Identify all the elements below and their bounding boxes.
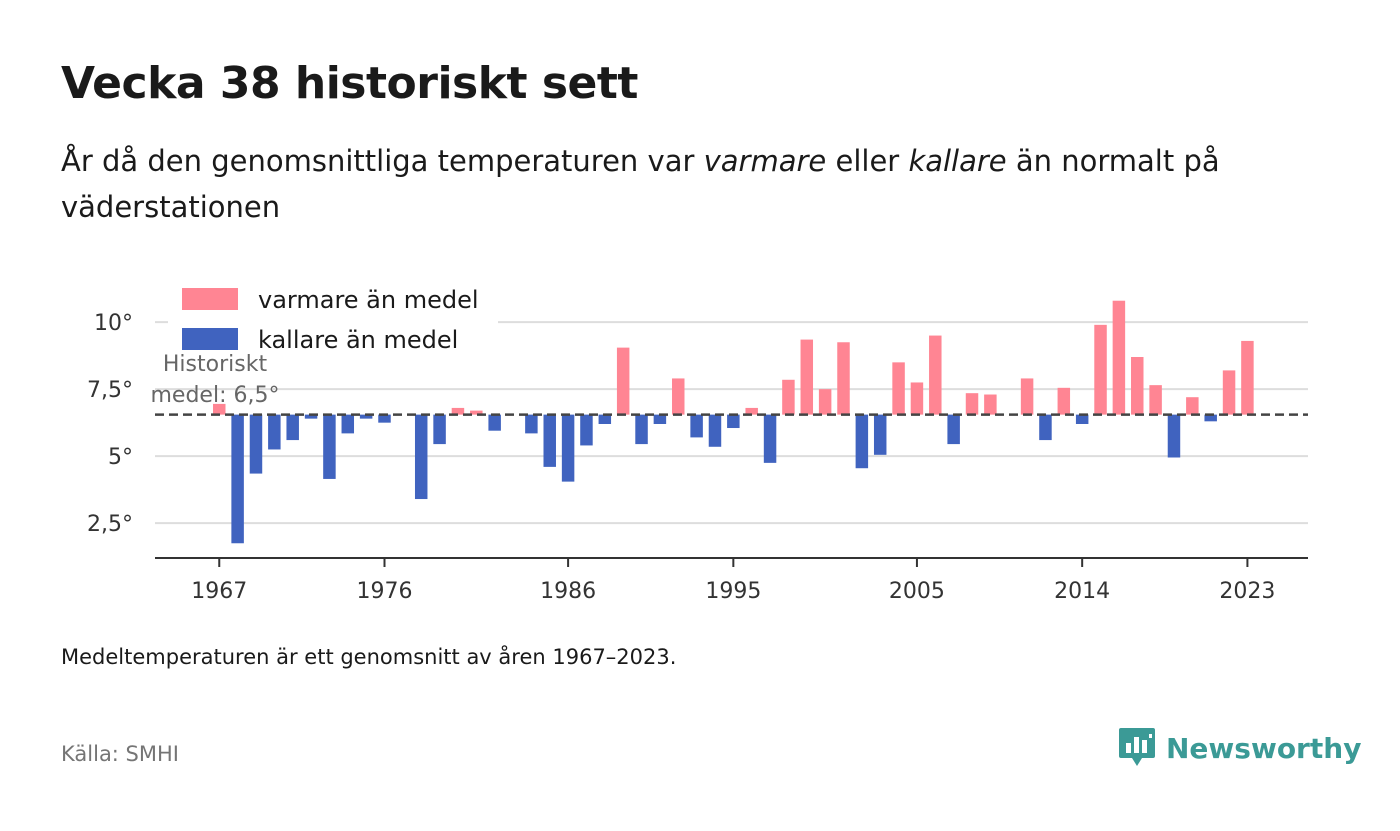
x-tick-label: 2014 xyxy=(1054,579,1110,604)
y-tick-label: 2,5° xyxy=(87,512,133,537)
bar-cold xyxy=(286,414,299,441)
bar-cold xyxy=(488,414,501,431)
bar-cold xyxy=(580,414,593,446)
bar-cold xyxy=(268,414,281,450)
x-tick-label: 2023 xyxy=(1219,579,1275,604)
y-tick-label: 5° xyxy=(108,445,133,470)
legend-warm-swatch xyxy=(182,288,238,310)
bar-warm xyxy=(616,347,630,415)
bar-cold xyxy=(708,414,722,447)
bar-cold xyxy=(690,414,703,438)
brand-logo[interactable]: Newsworthy xyxy=(1118,726,1361,770)
bar-cold xyxy=(855,414,869,469)
bar-cold xyxy=(1039,414,1052,441)
bar-warm xyxy=(837,342,850,415)
bar-warm xyxy=(984,394,997,415)
mean-label-line2: medel: 6,5° xyxy=(151,383,280,408)
x-axis-ticks: 1967 1976 1986 1995 2005 2014 2023 xyxy=(191,558,1275,604)
legend-warm-label: varmare än medel xyxy=(258,286,479,314)
bar-cold xyxy=(543,414,556,467)
bar-warm xyxy=(1222,370,1236,415)
chart-title: Vecka 38 historiskt sett xyxy=(61,58,638,109)
bar-warm xyxy=(672,378,685,415)
subtitle-cold-word: kallare xyxy=(908,144,1007,178)
subtitle-text-1: År då den genomsnittliga temperaturen va… xyxy=(61,144,704,178)
bar-cold xyxy=(561,414,575,482)
x-tick-label: 2005 xyxy=(889,579,945,604)
bar-warm xyxy=(782,379,795,415)
x-tick-label: 1986 xyxy=(540,579,596,604)
footnote: Medeltemperaturen är ett genomsnitt av å… xyxy=(61,645,677,669)
bar-warm xyxy=(1241,340,1254,415)
x-tick-label: 1976 xyxy=(356,579,412,604)
bar-warm xyxy=(1112,300,1126,415)
bar-cold xyxy=(359,414,373,419)
bar-warm xyxy=(800,339,814,415)
bar-cold xyxy=(304,414,318,419)
bar-cold xyxy=(249,414,263,474)
bar-cold xyxy=(231,414,244,544)
bar-cold xyxy=(653,414,667,424)
bar-cold xyxy=(763,414,777,463)
bar-cold xyxy=(323,414,336,479)
bar-cold xyxy=(1167,414,1181,458)
y-tick-label: 7,5° xyxy=(87,378,133,403)
bars xyxy=(213,300,1254,544)
bar-warm xyxy=(929,335,942,415)
legend-cold-label: kallare än medel xyxy=(258,326,458,354)
x-tick-label: 1967 xyxy=(191,579,247,604)
bar-cold xyxy=(635,414,648,445)
bar-cold xyxy=(378,414,391,423)
bar-cold xyxy=(1204,414,1217,422)
bar-warm xyxy=(1149,385,1162,415)
bar-cold xyxy=(341,414,355,434)
bar-warm xyxy=(965,393,979,415)
bar-warm xyxy=(1094,324,1107,415)
y-tick-label: 10° xyxy=(94,311,133,336)
chart-subtitle: År då den genomsnittliga temperaturen va… xyxy=(61,138,1291,230)
bar-warm xyxy=(745,407,758,415)
bar-warm xyxy=(1057,387,1071,415)
bar-warm xyxy=(1020,378,1034,415)
mean-label-line1: Historiskt xyxy=(163,352,268,377)
brand-name: Newsworthy xyxy=(1166,731,1362,765)
bar-cold xyxy=(1075,414,1089,424)
bar-warm xyxy=(451,407,465,415)
legend: varmare än medel kallare än medel xyxy=(168,278,498,354)
bar-cold xyxy=(947,414,960,445)
bar-cold xyxy=(727,414,740,429)
legend-cold-swatch xyxy=(182,328,238,350)
subtitle-text-3: än normalt på väderstationen xyxy=(61,144,1220,224)
bar-warm xyxy=(1131,357,1144,415)
bar-warm xyxy=(1186,397,1199,415)
bar-cold xyxy=(873,414,887,455)
subtitle-text-2: eller xyxy=(826,144,909,178)
source-credit: Källa: SMHI xyxy=(61,742,179,766)
bar-cold xyxy=(414,414,428,500)
bar-warm xyxy=(470,410,483,415)
bar-warm xyxy=(213,403,226,415)
x-tick-label: 1995 xyxy=(705,579,761,604)
bar-warm xyxy=(910,382,924,415)
y-axis-tick-labels: 2,5° 5° 7,5° 10° xyxy=(87,311,133,537)
bar-cold xyxy=(598,414,612,424)
subtitle-warm-word: varmare xyxy=(703,144,827,178)
newsworthy-logo-icon xyxy=(1119,728,1155,766)
bar-cold xyxy=(525,414,538,434)
bar-cold xyxy=(433,414,446,445)
bar-warm xyxy=(818,389,832,415)
bar-warm xyxy=(892,362,905,415)
